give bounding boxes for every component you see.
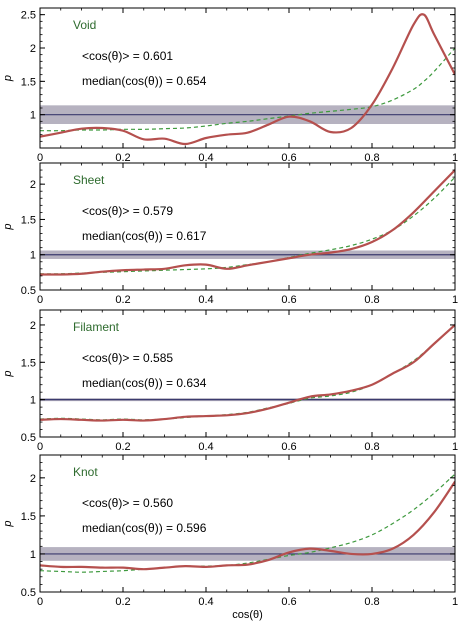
x-tick-label: 0.6 — [281, 294, 296, 306]
y-tick-label: 2 — [30, 473, 36, 485]
y-tick-label: 1 — [30, 395, 36, 407]
panel-sheet: 0 0.2 0.4 0.6 0.8 1 0.5 1 1.5 2 p Sheet <cos(θ)> = 0… — [2, 162, 458, 306]
y-axis-title: p — [2, 223, 14, 230]
y-tick-label: 2 — [30, 43, 36, 55]
measured-line — [40, 169, 455, 276]
x-axis-title: cos(θ) — [232, 609, 263, 621]
x-tick-label: 0 — [37, 596, 43, 608]
x-tick-label: 0.2 — [115, 596, 130, 608]
measured-line — [40, 324, 455, 422]
x-tick-label: 0.4 — [198, 152, 213, 164]
panel-knot: 0 0.2 0.4 0.6 0.8 1 0.5 1 1.5 2 p Knot <cos(θ)> = 0.… — [2, 454, 458, 608]
x-tick-label: 0.8 — [364, 294, 379, 306]
y-tick-label: 1.5 — [21, 214, 36, 226]
x-tick-label: 0.6 — [281, 596, 296, 608]
y-tick-label: 1 — [30, 110, 36, 122]
panel-label: Filament — [73, 320, 120, 334]
x-tick-label: 0 — [37, 441, 43, 453]
y-tick-label: 0.5 — [21, 285, 36, 297]
x-tick-label: 1 — [452, 294, 458, 306]
y-tick-label: 1 — [30, 250, 36, 262]
x-tick-label: 0 — [37, 152, 43, 164]
x-tick-label: 0.8 — [364, 596, 379, 608]
x-tick-label: 0.6 — [281, 441, 296, 453]
median-annotation: median(cos(θ)) = 0.617 — [82, 229, 207, 243]
panel-filament: 0 0.2 0.4 0.6 0.8 1 0.5 1 1.5 2 p Filament <cos(θ)> … — [2, 309, 458, 453]
panel-label: Sheet — [73, 173, 105, 187]
y-axis-title: p — [2, 75, 14, 82]
y-tick-label: 2.5 — [21, 10, 36, 22]
mean-annotation: <cos(θ)> = 0.601 — [82, 49, 173, 63]
x-tick-label: 0.4 — [198, 441, 213, 453]
mean-annotation: <cos(θ)> = 0.579 — [82, 204, 173, 218]
model-line — [40, 176, 455, 275]
y-tick-label: 1.5 — [21, 511, 36, 523]
y-tick-label: 1.5 — [21, 76, 36, 88]
mean-annotation: <cos(θ)> = 0.560 — [82, 496, 173, 510]
x-tick-label: 0.6 — [281, 152, 296, 164]
y-axis-title: p — [2, 370, 14, 377]
median-annotation: median(cos(θ)) = 0.634 — [82, 376, 207, 390]
y-tick-label: 1 — [30, 549, 36, 561]
y-tick-label: 0.5 — [21, 587, 36, 599]
mean-annotation: <cos(θ)> = 0.585 — [82, 351, 173, 365]
x-tick-label: 0 — [37, 294, 43, 306]
y-axis-title: p — [2, 520, 14, 527]
y-tick-label: 1.5 — [21, 357, 36, 369]
model-line — [40, 473, 455, 573]
panel-void: 0 0.2 0.4 0.6 0.8 1 1 1.5 2 2.5 p Void <cos(θ)> = 0.… — [2, 7, 458, 164]
measured-line — [40, 13, 455, 146]
median-annotation: median(cos(θ)) = 0.596 — [82, 521, 207, 535]
median-annotation: median(cos(θ)) = 0.654 — [82, 74, 207, 88]
x-tick-label: 0.8 — [364, 152, 379, 164]
x-tick-label: 0.2 — [115, 294, 130, 306]
panel-label: Void — [73, 18, 96, 32]
y-tick-label: 2 — [30, 320, 36, 332]
measured-line — [40, 481, 455, 571]
x-tick-label: 0.2 — [115, 152, 130, 164]
x-tick-label: 1 — [452, 441, 458, 453]
x-tick-label: 1 — [452, 596, 458, 608]
x-tick-label: 1 — [452, 152, 458, 164]
y-tick-label: 0.5 — [21, 432, 36, 444]
y-tick-label: 2 — [30, 179, 36, 191]
x-tick-label: 0.4 — [198, 596, 213, 608]
x-tick-label: 0.4 — [198, 294, 213, 306]
panel-label: Knot — [73, 465, 98, 479]
x-tick-label: 0.2 — [115, 441, 130, 453]
x-tick-label: 0.8 — [364, 441, 379, 453]
